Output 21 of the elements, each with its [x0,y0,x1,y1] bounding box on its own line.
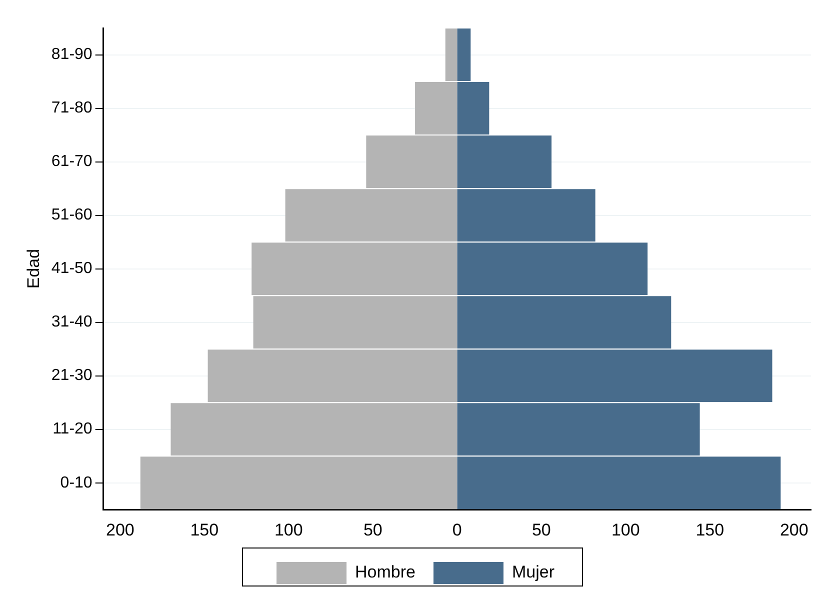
x-tick-label: 150 [190,520,219,540]
x-tick-label: 100 [274,520,303,540]
y-tick-label: 11-20 [52,420,92,438]
legend-label: Hombre [355,562,416,582]
x-tick-label: 0 [452,520,462,540]
x-tick-label: 200 [106,520,134,540]
x-tick-label: 50 [532,520,551,540]
y-tick-label: 41-50 [51,260,92,278]
y-tick-label: 21-30 [51,367,92,384]
legend-label: Mujer [512,562,555,582]
y-tick-label: 51-60 [51,206,92,224]
y-tick-label: 61-70 [51,153,92,170]
y-tick-label: 31-40 [51,314,92,331]
x-tick-label: 150 [696,520,724,540]
x-tick-label: 100 [611,520,640,540]
y-axis-title: Edad [24,248,43,289]
y-tick-label: 81-90 [51,46,92,64]
y-tick-label: 0-10 [60,474,92,492]
x-tick-label: 200 [780,520,808,540]
y-tick-label: 71-80 [51,100,92,117]
x-tick-label: 50 [363,520,382,540]
